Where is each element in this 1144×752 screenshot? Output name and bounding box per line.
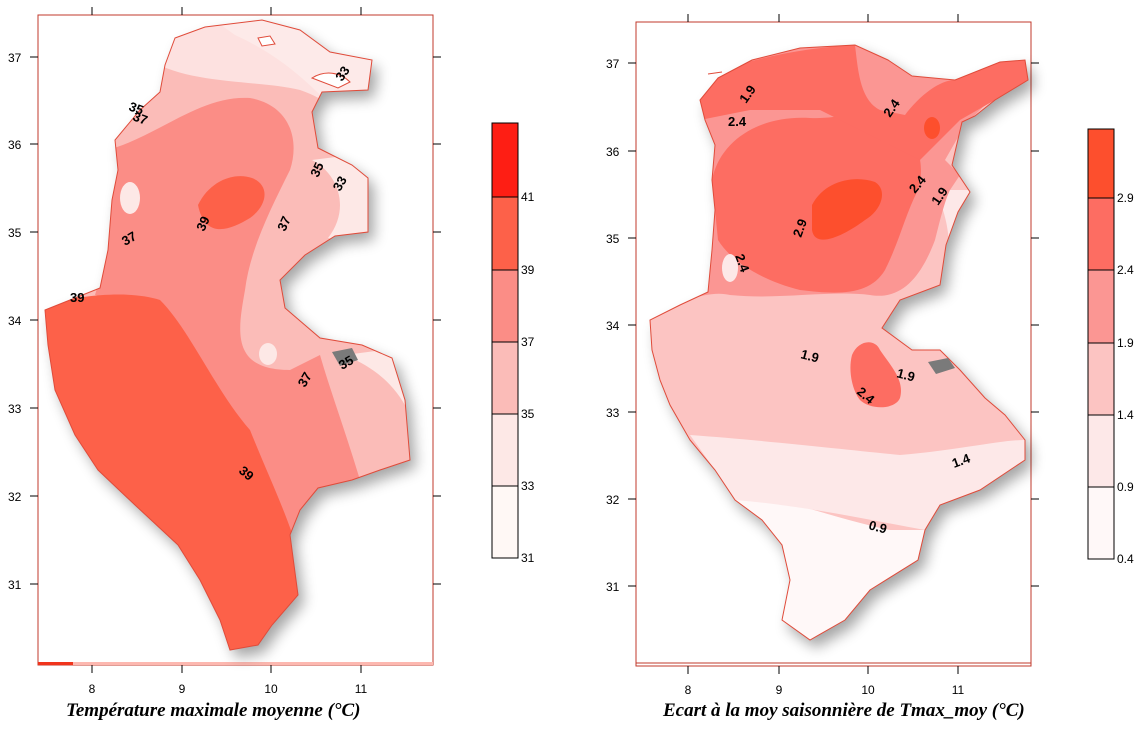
map-temperature-max: 8 9 10 11 37 36 35 34 33 32 31 35 37 33 … [8, 7, 535, 696]
legend-level: 31 [521, 551, 535, 565]
bottom-edge-bar-dark [38, 662, 73, 665]
y-axis-ticks [30, 56, 441, 585]
legend-level: 33 [521, 479, 535, 493]
small-zone-west [722, 254, 738, 282]
y-tick-label: 35 [8, 226, 22, 240]
zone-39-41-north [198, 176, 265, 230]
y-tick-label: 31 [8, 578, 22, 592]
djerba-island [928, 358, 955, 374]
legend-level: 2.4 [1117, 263, 1134, 277]
anomaly-zones [650, 45, 1028, 640]
y-tick-label: 37 [606, 57, 620, 71]
legend-level: 2.9 [1117, 191, 1134, 205]
legend-bin [491, 485, 519, 559]
y-tick-label: 31 [606, 580, 620, 594]
contour-label: 33 [330, 173, 350, 193]
x-tick-label: 9 [179, 682, 186, 696]
small-zone-west [120, 182, 140, 214]
legend-bin [491, 269, 519, 343]
x-axis-ticks [687, 14, 959, 674]
contour-label: 1.4 [950, 450, 973, 471]
contour-label: 39 [193, 214, 213, 233]
x-tick-label: 10 [861, 683, 875, 697]
legend-level: 1.4 [1117, 408, 1134, 422]
contour-label: 37 [274, 214, 294, 233]
legend-colorbar [491, 122, 519, 559]
gulf-inlet [310, 72, 351, 89]
map-anomaly: 8 9 10 11 37 36 35 34 33 32 31 1.9 2.4 2… [606, 14, 1134, 697]
legend-bin [1087, 269, 1115, 344]
small-zone-south [259, 343, 277, 365]
zone-39-41-south [45, 294, 300, 650]
y-tick-label: 33 [606, 406, 620, 420]
legend-level: 0.4 [1117, 552, 1134, 566]
zone-2.4-south [850, 342, 901, 408]
y-tick-label: 32 [606, 493, 620, 507]
contour-label: 2.4 [728, 114, 747, 129]
bottom-edge-bar [38, 662, 433, 665]
northern-coastal-mark [707, 71, 723, 75]
contour-label: 0.9 [867, 517, 888, 536]
x-tick-label: 11 [355, 682, 368, 696]
y-tick-label: 36 [8, 138, 22, 152]
y-axis-ticks [628, 62, 1039, 587]
contour-label: 37 [131, 109, 150, 128]
y-tick-label: 32 [8, 490, 22, 504]
zone-2.4-2.9-north [700, 45, 1028, 160]
caption-right: Ecart à la moy saisonnière de Tmax_moy (… [663, 700, 1025, 721]
legend-bin [491, 341, 519, 415]
legend-level: 35 [521, 407, 535, 421]
legend-bin [1087, 128, 1115, 199]
contour-label: 1.9 [895, 365, 916, 384]
zone-2.9-small [924, 117, 940, 139]
zone-37-39 [95, 97, 360, 535]
legend-bin [491, 122, 519, 198]
legend-colorbar [1087, 128, 1115, 560]
contour-label: 33 [332, 63, 353, 83]
legend-level: 41 [521, 190, 535, 204]
x-tick-label: 11 [952, 683, 965, 697]
contour-label: 2.9 [790, 217, 810, 239]
djerba-island [332, 348, 358, 366]
legend-bin [1087, 197, 1115, 271]
zone-0.4-0.9 [730, 490, 925, 640]
legend-bin [1087, 342, 1115, 416]
y-tick-label: 33 [8, 402, 22, 416]
contour-label: 35 [336, 352, 356, 372]
x-tick-label: 10 [264, 682, 278, 696]
contour-label: 35 [307, 160, 327, 179]
contour-label: 2.4 [732, 252, 753, 275]
y-tick-label: 37 [8, 51, 22, 65]
contour-label: 1.9 [799, 346, 820, 365]
x-tick-label: 9 [776, 683, 783, 697]
zone-0.9-1.4 [690, 435, 1025, 530]
contour-label: 35 [127, 99, 146, 118]
legend-bin [491, 413, 519, 487]
y-tick-label: 36 [606, 145, 620, 159]
legend-level: 39 [521, 263, 535, 277]
y-tick-label: 34 [8, 314, 22, 328]
x-tick-label: 8 [89, 682, 96, 696]
contour-label: 37 [295, 369, 315, 389]
legend-bin [491, 196, 519, 271]
legend-level: 1.9 [1117, 336, 1134, 350]
caption-left: Température maximale moyenne (°C) [66, 700, 361, 721]
legend-level: 0.9 [1117, 480, 1134, 494]
island-north [257, 35, 276, 47]
legend-level: 37 [521, 335, 535, 349]
y-tick-label: 34 [606, 319, 620, 333]
contour-label: 39 [70, 290, 84, 305]
contour-labels: 35 37 33 35 33 39 37 37 39 35 37 39 [70, 63, 356, 483]
legend-bin [1087, 486, 1115, 560]
y-tick-label: 35 [606, 232, 620, 246]
x-axis-ticks [91, 7, 362, 673]
x-tick-label: 8 [685, 683, 692, 697]
zone-2.9-peak [812, 179, 883, 240]
legend-bin [1087, 414, 1115, 488]
contour-label: 37 [119, 228, 139, 248]
